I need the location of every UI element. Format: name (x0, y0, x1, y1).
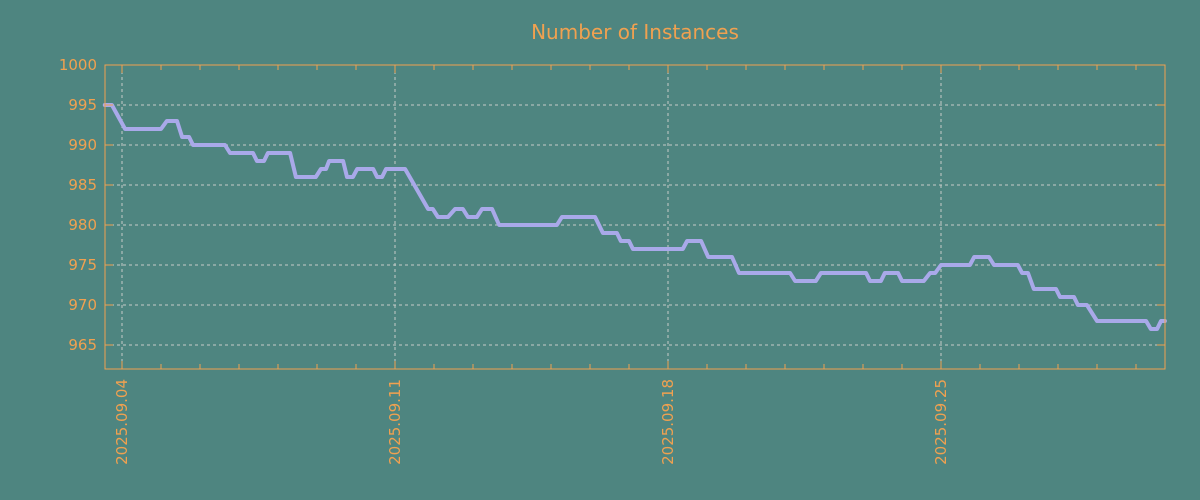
axis-ticks (105, 65, 1165, 369)
y-tick-label: 985 (68, 176, 97, 194)
x-axis-labels: 2025.09.04 2025.09.11 2025.09.18 2025.09.25 (113, 379, 950, 465)
series-line-instances (102, 103, 1167, 331)
y-tick-label: 990 (68, 136, 97, 154)
x-tick-label: 2025.09.25 (932, 379, 950, 465)
y-tick-label: 995 (68, 96, 97, 114)
y-tick-label: 975 (68, 256, 97, 274)
plot-border (104, 64, 1166, 370)
series-lines (102, 103, 1167, 331)
grid-lines (105, 65, 1165, 369)
y-tick-label: 965 (68, 336, 97, 354)
y-tick-label: 1000 (59, 56, 97, 74)
x-tick-label: 2025.09.11 (386, 379, 404, 465)
y-tick-label: 970 (68, 296, 97, 314)
chart-title: Number of Instances (531, 20, 739, 44)
y-axis-labels: 1000 995 990 985 980 975 970 965 (59, 56, 97, 354)
x-tick-label: 2025.09.04 (113, 379, 131, 465)
x-tick-label: 2025.09.18 (659, 379, 677, 465)
y-tick-label: 980 (68, 216, 97, 234)
